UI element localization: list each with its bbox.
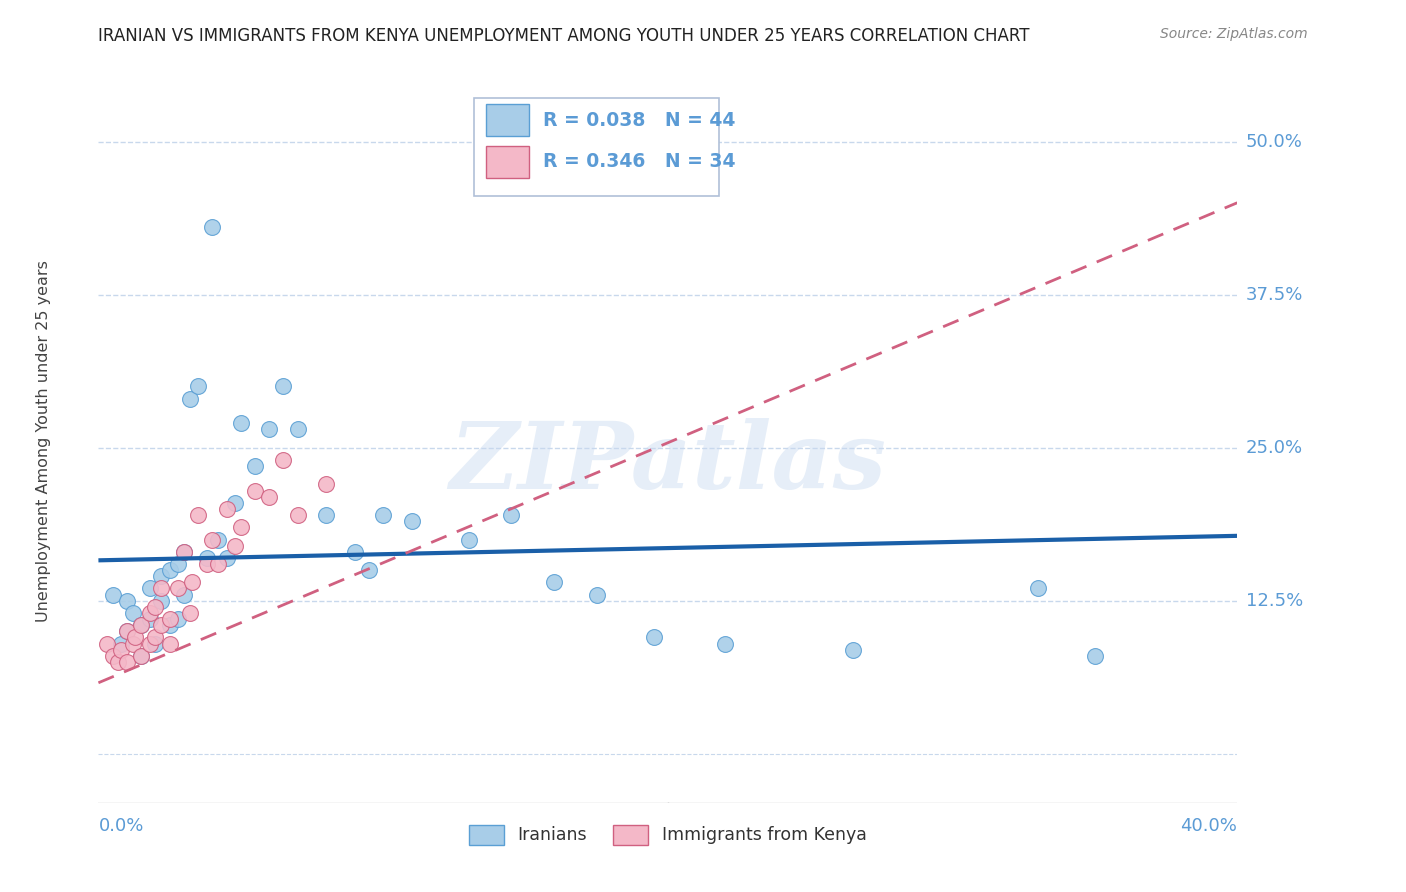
Point (585, 588, 607, 602)
Point (138, 582, 160, 596)
Point (173, 588, 195, 602)
Point (159, 618, 181, 632)
Point (181, 575, 204, 590)
Text: 0.0%: 0.0% (98, 817, 143, 836)
Point (179, 392, 201, 406)
Point (243, 458, 266, 473)
Point (357, 563, 380, 577)
Point (121, 637, 143, 651)
Point (173, 545, 195, 559)
Point (343, 545, 366, 559)
Point (145, 599, 167, 614)
Point (115, 655, 138, 669)
Point (207, 533, 229, 547)
Point (121, 606, 143, 620)
Point (224, 539, 246, 553)
Point (201, 533, 224, 547)
Point (224, 496, 246, 510)
Point (150, 582, 173, 596)
Point (167, 582, 190, 596)
Point (287, 422, 309, 436)
Point (145, 631, 167, 645)
Point (187, 379, 209, 393)
Point (229, 416, 252, 430)
Point (101, 648, 124, 663)
Point (150, 593, 173, 607)
Point (259, 422, 281, 436)
Bar (485, 104, 529, 136)
Point (159, 612, 181, 626)
Text: 12.5%: 12.5% (1246, 591, 1303, 610)
Text: R = 0.346   N = 34: R = 0.346 N = 34 (543, 153, 735, 171)
Point (229, 520, 252, 534)
Point (124, 631, 146, 645)
Point (129, 648, 152, 663)
Point (138, 606, 160, 620)
Point (179, 606, 201, 620)
Point (315, 508, 337, 522)
Point (195, 557, 218, 571)
Point (115, 593, 138, 607)
Point (273, 453, 295, 467)
Point (201, 220, 224, 235)
Point (195, 550, 218, 565)
Point (150, 618, 173, 632)
Point (101, 588, 124, 602)
Point (145, 637, 167, 651)
Point (150, 569, 173, 583)
Bar (485, 146, 529, 178)
FancyBboxPatch shape (474, 98, 718, 196)
Point (207, 557, 229, 571)
Text: Unemployment Among Youth under 25 years: Unemployment Among Youth under 25 years (37, 260, 51, 623)
Point (129, 618, 152, 632)
Point (159, 563, 181, 577)
Text: IRANIAN VS IMMIGRANTS FROM KENYA UNEMPLOYMENT AMONG YOUTH UNDER 25 YEARS CORRELA: IRANIAN VS IMMIGRANTS FROM KENYA UNEMPLO… (98, 27, 1031, 45)
Text: 25.0%: 25.0% (1246, 439, 1303, 457)
Point (159, 637, 181, 651)
Point (714, 637, 737, 651)
Point (243, 483, 266, 498)
Point (457, 533, 479, 547)
Point (110, 642, 132, 657)
Text: 50.0%: 50.0% (1246, 133, 1303, 151)
Point (138, 612, 160, 626)
Point (643, 631, 665, 645)
Point (129, 618, 152, 632)
Point (167, 557, 190, 571)
Point (287, 508, 309, 522)
Point (259, 490, 281, 504)
Point (215, 502, 238, 516)
Point (96, 637, 118, 651)
Point (167, 612, 190, 626)
Point (215, 550, 238, 565)
Point (501, 508, 523, 522)
Point (315, 477, 337, 491)
Point (543, 575, 565, 590)
Point (173, 545, 195, 559)
Point (110, 637, 132, 651)
Point (373, 508, 395, 522)
Text: ZIPatlas: ZIPatlas (450, 418, 886, 508)
Point (115, 624, 138, 639)
Point (401, 514, 423, 528)
Text: Source: ZipAtlas.com: Source: ZipAtlas.com (1160, 27, 1308, 41)
Point (129, 648, 152, 663)
Point (842, 642, 865, 657)
Point (1084, 648, 1107, 663)
Point (187, 508, 209, 522)
Legend: Iranians, Immigrants from Kenya: Iranians, Immigrants from Kenya (470, 824, 866, 845)
Point (107, 655, 129, 669)
Text: 40.0%: 40.0% (1181, 817, 1237, 836)
Point (273, 379, 295, 393)
Text: R = 0.038   N = 44: R = 0.038 N = 44 (543, 111, 735, 129)
Point (138, 637, 160, 651)
Text: 37.5%: 37.5% (1246, 285, 1303, 303)
Point (115, 624, 138, 639)
Point (1026, 582, 1049, 596)
